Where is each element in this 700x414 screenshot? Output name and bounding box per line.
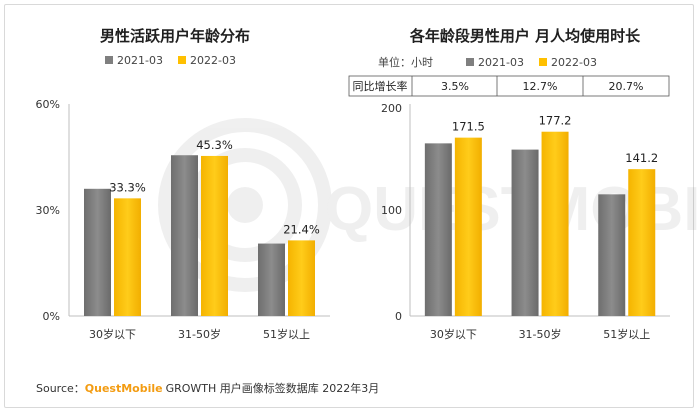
right-bar-2021-51-above [598, 194, 626, 316]
left-bars: 33.3% 30岁以下 45.3% 31-50岁 21.4% 51岁以上 [84, 138, 320, 341]
left-ytick-30: 30% [36, 204, 60, 217]
right-data-label-31-50: 177.2 [539, 114, 572, 128]
left-legend-swatch-2021 [105, 56, 113, 64]
left-bar-2022-51-above [288, 240, 315, 316]
left-legend-label-2021: 2021-03 [117, 54, 163, 67]
right-data-label-30-below: 171.5 [452, 120, 485, 134]
growth-table: 同比增长率 3.5% 12.7% 20.7% [348, 75, 670, 97]
right-bar-2021-31-50 [511, 149, 539, 316]
growth-cell-30-below: 3.5% [441, 80, 469, 93]
left-ytick-0: 0% [43, 310, 60, 323]
left-category-label-30-below: 30岁以下 [89, 327, 136, 341]
right-ytick-200: 200 [381, 102, 402, 115]
right-legend: 单位：小时 2021-03 2022-03 [378, 55, 597, 69]
right-chart: 各年龄段男性用户 月人均使用时长 单位：小时 2021-03 2022-03 同… [348, 27, 670, 341]
left-legend: 2021-03 2022-03 [105, 54, 236, 67]
right-legend-label-2021: 2021-03 [478, 56, 524, 69]
right-bar-2022-30-below [454, 137, 482, 316]
left-bar-2022-30-below [114, 198, 141, 316]
left-bar-2021-51-above [258, 243, 285, 316]
right-legend-label-2022: 2022-03 [551, 56, 597, 69]
right-unit-label: 单位：小时 [378, 55, 433, 69]
right-bar-2022-51-above [628, 169, 656, 316]
right-bar-2022-31-50 [541, 131, 569, 316]
left-legend-swatch-2022 [178, 56, 186, 64]
source-brand: QuestMobile [85, 382, 163, 395]
right-category-label-51-above: 51岁以上 [603, 327, 650, 341]
right-category-label-30-below: 30岁以下 [430, 327, 477, 341]
chart-frame [4, 4, 694, 408]
growth-cell-31-50: 12.7% [523, 80, 558, 93]
left-bar-2021-30-below [84, 188, 111, 316]
left-bar-2021-31-50 [171, 155, 198, 316]
left-category-label-51-above: 51岁以上 [263, 327, 310, 341]
growth-row-label: 同比增长率 [353, 79, 408, 93]
left-data-label-30-below: 33.3% [109, 180, 146, 194]
right-data-label-51-above: 141.2 [625, 151, 658, 165]
right-legend-swatch-2021 [466, 58, 474, 66]
right-ytick-100: 100 [381, 204, 402, 217]
left-category-label-31-50: 31-50岁 [178, 327, 221, 341]
source-line: Source：QuestMobile GROWTH 用户画像标签数据库 2022年… [36, 381, 379, 395]
growth-cell-51-above: 20.7% [609, 80, 644, 93]
source-prefix: Source： [36, 382, 85, 395]
left-bar-2022-31-50 [201, 155, 228, 316]
right-ytick-0: 0 [395, 310, 402, 323]
source-text: GROWTH 用户画像标签数据库 2022年3月 [166, 381, 380, 395]
left-data-label-31-50: 45.3% [196, 138, 233, 152]
left-legend-label-2022: 2022-03 [190, 54, 236, 67]
right-bar-2021-30-below [424, 143, 452, 316]
left-data-label-51-above: 21.4% [283, 222, 320, 236]
left-chart-title: 男性活跃用户年龄分布 [100, 27, 250, 45]
right-category-label-31-50: 31-50岁 [519, 327, 562, 341]
left-chart: 男性活跃用户年龄分布 2021-03 2022-03 60% 30% 0% 33… [36, 27, 330, 341]
right-bars: 171.5 30岁以下 177.2 31-50岁 141.2 51岁以上 [424, 114, 658, 341]
right-chart-title: 各年龄段男性用户 月人均使用时长 [409, 27, 641, 45]
right-legend-swatch-2022 [539, 58, 547, 66]
left-ytick-60: 60% [36, 98, 60, 111]
